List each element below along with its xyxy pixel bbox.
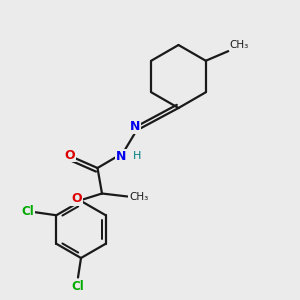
Text: Cl: Cl: [72, 280, 84, 293]
Text: Cl: Cl: [21, 205, 34, 218]
Text: N: N: [116, 150, 126, 163]
Text: O: O: [71, 192, 82, 205]
Text: H: H: [133, 151, 142, 161]
Text: CH₃: CH₃: [230, 40, 249, 50]
Text: CH₃: CH₃: [129, 192, 148, 202]
Text: O: O: [64, 148, 75, 162]
Text: N: N: [130, 120, 140, 134]
